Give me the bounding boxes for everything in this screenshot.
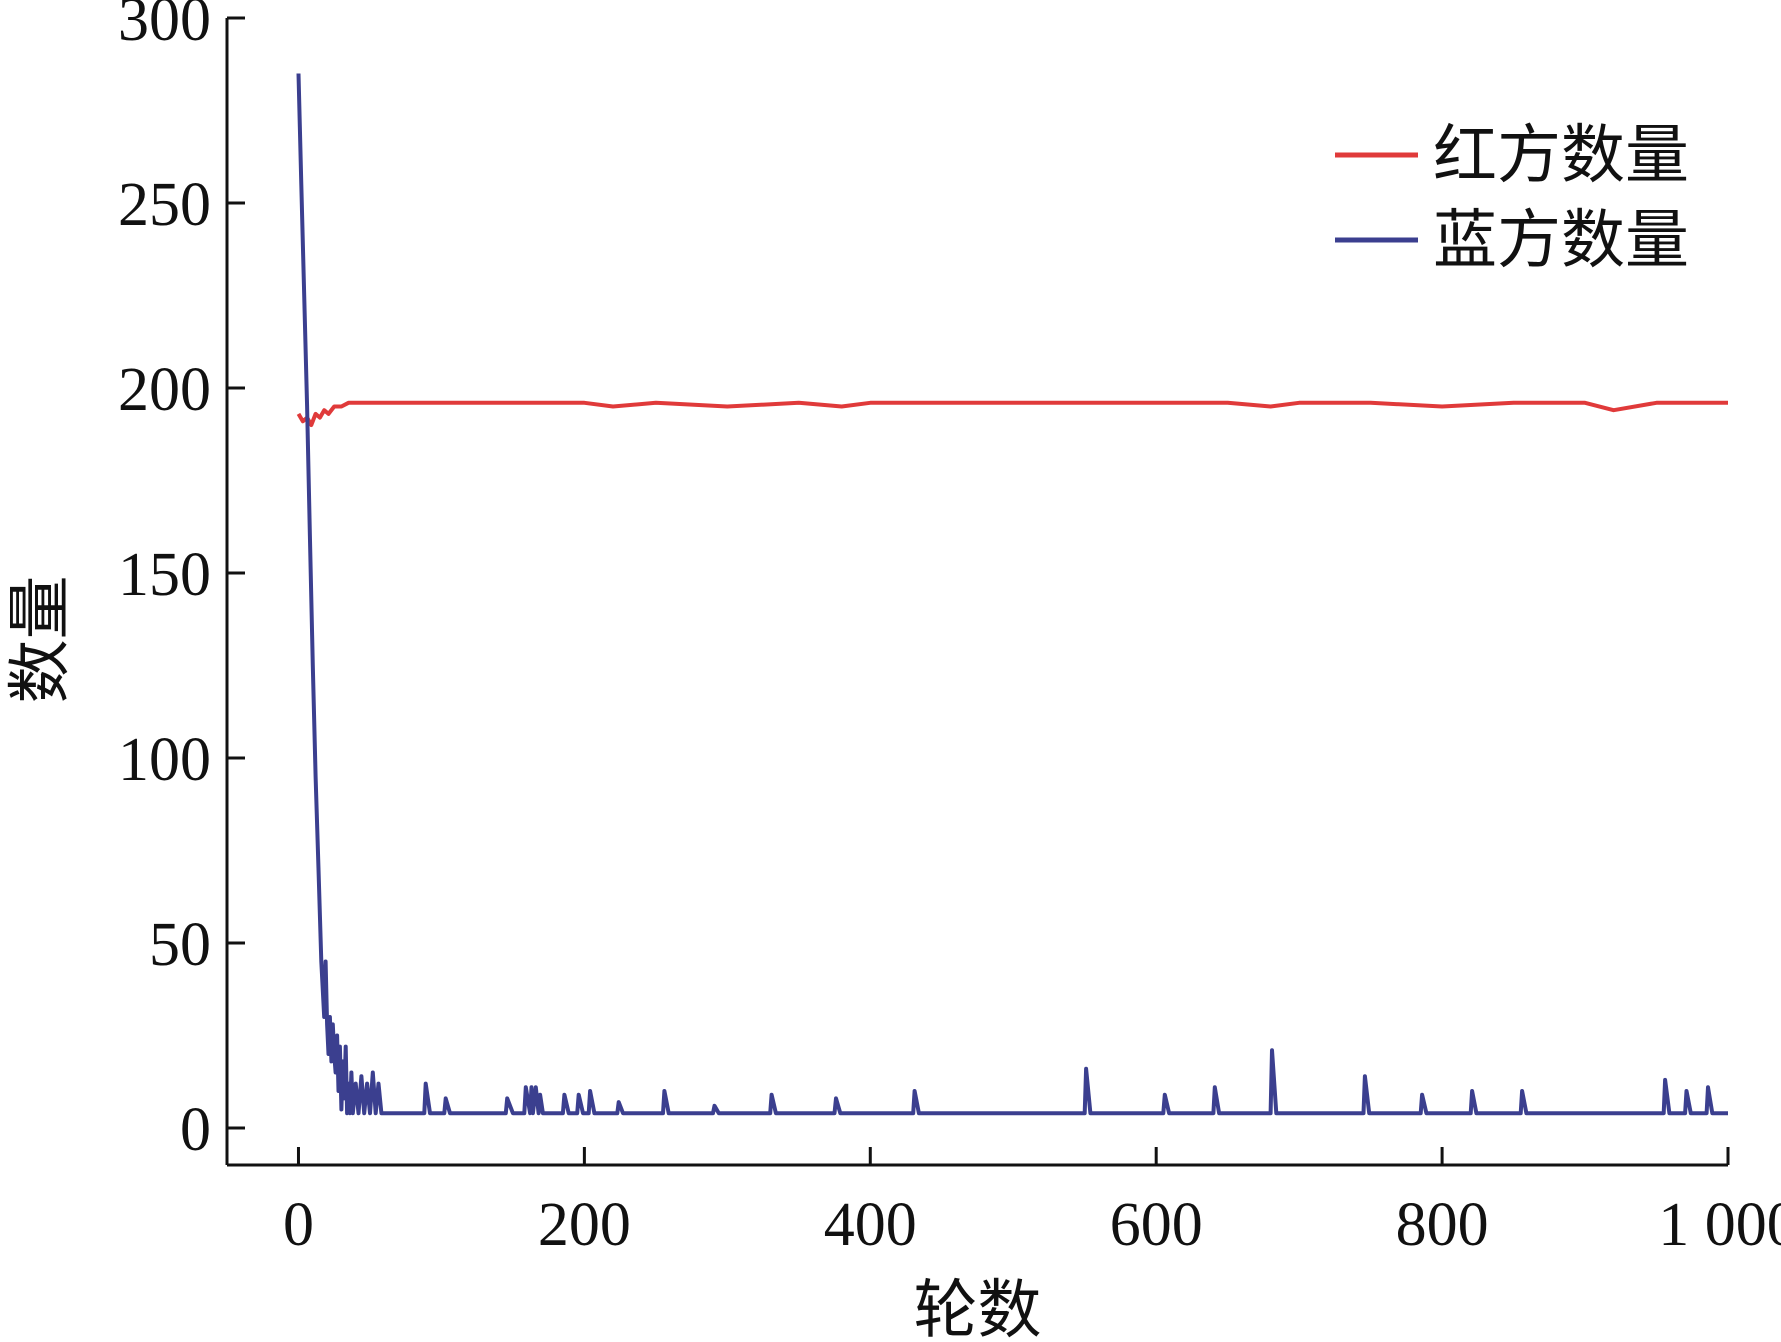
legend: 红方数量 蓝方数量 [1335,119,1689,278]
series-line-red [296,400,1728,427]
x-ticks: 0 200 400 600 800 1 000 [283,1147,1781,1259]
y-ticks: 0 50 100 150 200 250 300 [118,0,245,1164]
y-tick-label: 200 [118,356,211,424]
y-tick-label: 50 [149,911,211,979]
axes [225,18,1728,1167]
x-tick-label: 400 [824,1191,917,1259]
series-line-blue [296,73,1728,1116]
y-tick-label: 250 [118,171,211,239]
legend-label-red: 红方数量 [1433,119,1689,193]
x-tick-label: 0 [283,1191,314,1259]
y-axis-title: 数量 [4,576,78,704]
y-tick-label: 300 [118,0,211,54]
y-tick-label: 150 [118,541,211,609]
x-tick-label: 800 [1396,1191,1489,1259]
x-axis-title: 轮数 [914,1274,1042,1342]
x-tick-label: 1 000 [1658,1191,1781,1259]
x-tick-label: 600 [1110,1191,1203,1259]
y-tick-label: 0 [180,1096,211,1164]
y-tick-label: 100 [118,726,211,794]
series-lines [296,73,1728,1116]
x-tick-label: 200 [538,1191,631,1259]
legend-label-blue: 蓝方数量 [1433,204,1689,278]
